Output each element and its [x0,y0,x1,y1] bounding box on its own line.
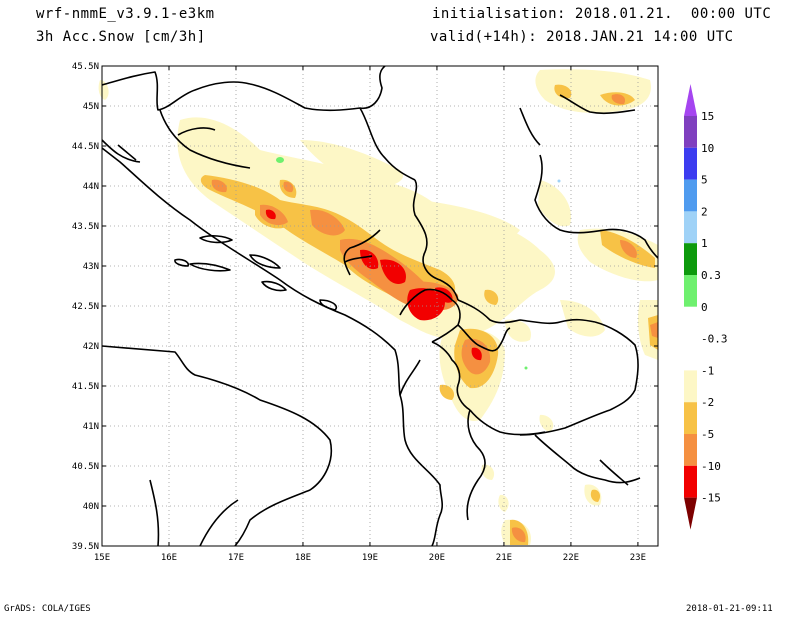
colorbar-block [684,402,697,434]
lon-tick-label: 19E [362,553,378,563]
colorbar-label: -1 [701,364,714,377]
colorbar-label: 15 [701,110,714,123]
lat-tick-label: 39.5N [72,542,99,552]
lat-tick-label: 42.5N [72,302,99,312]
snow-shading [98,69,658,545]
lat-tick-label: 43N [83,262,99,272]
colorbar-block [684,306,697,339]
lon-tick-label: 16E [161,553,177,563]
initialisation-time: initialisation: 2018.01.21. 00:00 UTC [432,6,772,22]
colorbar-block [684,370,697,403]
colorbar-top-arrow [684,84,697,116]
colorbar-block [684,275,697,307]
valid-time: valid(+14h): 2018.JAN.21 14:00 UTC [430,29,734,45]
colorbar-label: 0 [701,301,708,314]
colorbar-block [684,179,697,212]
lat-tick-label: 40.5N [72,462,99,472]
colorbar-block [684,434,697,466]
lon-tick-label: 20E [429,553,445,563]
lat-tick-label: 44N [83,182,99,192]
lat-tick-label: 41N [83,422,99,432]
lat-tick-label: 44.5N [72,142,99,152]
variable-title: 3h Acc.Snow [cm/3h] [36,29,206,45]
colorbar-label: -10 [701,460,721,473]
lon-tick-label: 17E [228,553,244,563]
grads-credit: GrADS: COLA/IGES [4,604,91,614]
lon-tick-label: 15E [94,553,110,563]
lat-tick-label: 45.5N [72,62,99,72]
coastlines-and-borders [101,65,659,547]
colorbar-label: 0.3 [701,269,721,282]
lat-tick-label: 45N [83,102,99,112]
lat-tick-label: 40N [83,502,99,512]
colorbar-label: -2 [701,396,714,409]
lon-tick-label: 18E [295,553,311,563]
colorbar-block [684,147,697,180]
colorbar-label: -15 [701,492,721,505]
model-title: wrf-nmmE_v3.9.1-e3km [36,6,215,22]
lon-tick-label: 22E [563,553,579,563]
colorbar-block [684,211,697,244]
lon-tick-label: 23E [630,553,646,563]
map-axes: 15E 16E 17E 18E 19E 20E 21E 22E 23E 39.5N 40N 40.5N… [72,62,658,563]
colorbar-label: 1 [701,237,708,250]
colorbar-block [684,465,697,498]
lat-tick-label: 42N [83,342,99,352]
colorbar-label: 5 [701,174,708,187]
colorbar-block [684,338,697,371]
colorbar-block [684,243,697,275]
colorbar-block [684,116,697,148]
colorbar-label: -5 [701,428,714,441]
colorbar-bottom-arrow [684,497,697,530]
colorbar-label: 2 [701,205,708,218]
timestamp: 2018-01-21-09:11 [686,604,773,614]
lat-tick-label: 41.5N [72,382,99,392]
lat-tick-label: 43.5N [72,222,99,232]
colorbar: 15 10 5 2 1 0.3 0 -0.3 -1 -2 -5 -10 -15 [684,84,728,530]
colorbar-label: 10 [701,142,714,155]
lon-tick-label: 21E [496,553,512,563]
colorbar-label: -0.3 [701,333,728,346]
